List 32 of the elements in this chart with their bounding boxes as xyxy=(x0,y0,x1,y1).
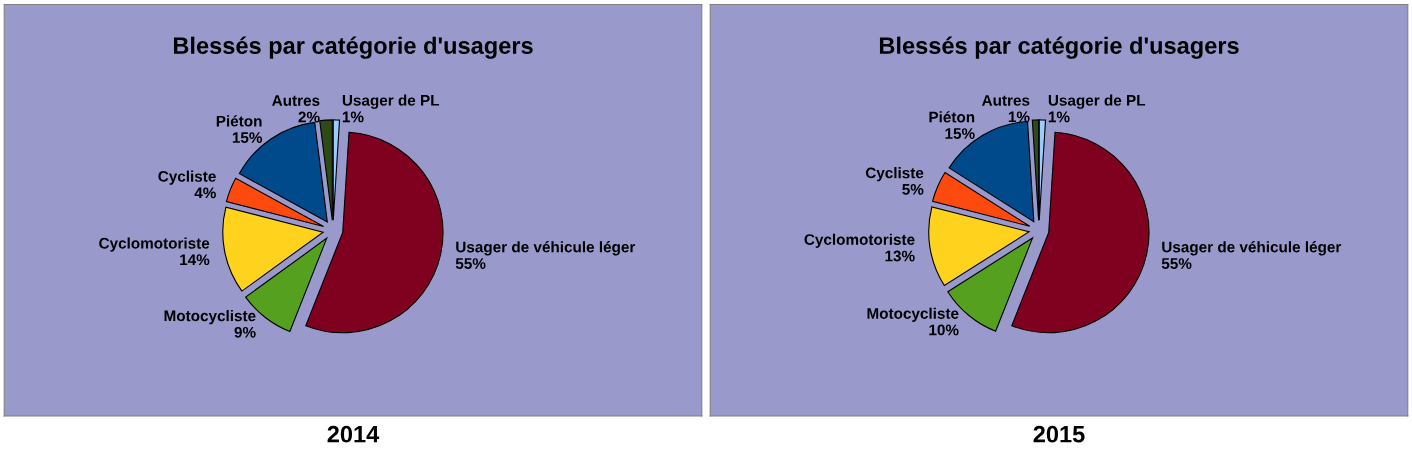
slice-label: Usager de véhicule léger xyxy=(1162,241,1342,256)
data-label: 13% xyxy=(885,250,915,262)
chart-title: Blessés par catégorie d'usagers xyxy=(879,36,1239,59)
slice-label: Motocycliste xyxy=(164,310,256,325)
slice-label: Piéton xyxy=(216,115,262,127)
slice-label: Cycliste xyxy=(158,170,216,185)
data-label: 4% xyxy=(194,187,216,199)
data-label: 1% xyxy=(342,111,364,123)
data-label: 14% xyxy=(180,254,210,266)
slice-label: Cyclomotoriste xyxy=(804,233,915,248)
data-label: 15% xyxy=(945,128,975,139)
slice-label: Usager de PL xyxy=(342,94,440,109)
text: 2014 xyxy=(327,425,380,443)
text: 2015 xyxy=(1033,425,1085,443)
data-label: 1% xyxy=(1008,111,1030,123)
data-label: 5% xyxy=(902,183,924,195)
slice-label: Piéton xyxy=(929,111,975,123)
slice-label: Cyclomotoriste xyxy=(99,237,210,252)
data-label: 9% xyxy=(234,326,256,338)
slice-label: Cycliste xyxy=(865,167,924,182)
data-label: 10% xyxy=(929,324,959,336)
data-label: 55% xyxy=(1161,258,1192,269)
slice-label: Motocycliste xyxy=(867,307,959,322)
slice-label: Usager de véhicule léger xyxy=(456,241,636,256)
chart-title: Blessés par catégorie d'usagers xyxy=(173,36,533,59)
slice-label: Usager de PL xyxy=(1048,94,1146,109)
slice-label: Autres xyxy=(272,95,320,106)
data-label: 15% xyxy=(232,132,263,143)
slice-label: Autres xyxy=(981,95,1030,106)
data-label: 1% xyxy=(1048,111,1070,123)
data-label: 2% xyxy=(298,111,320,123)
data-label: 55% xyxy=(455,258,486,269)
